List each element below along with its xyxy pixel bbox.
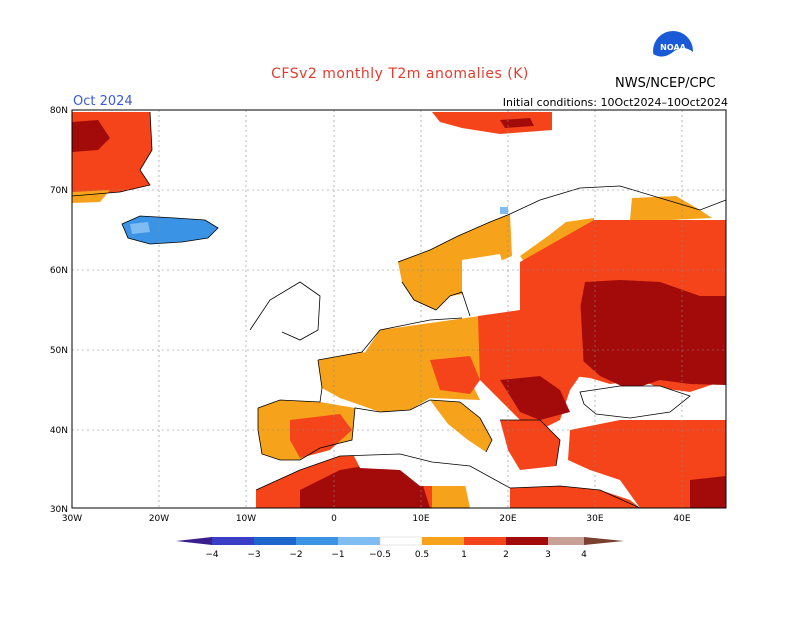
- anomaly-field: [72, 112, 726, 508]
- colorbar-label: 3: [545, 550, 551, 560]
- colorbar-label: −3: [247, 550, 260, 560]
- lat-tick-80n: 80N: [50, 106, 68, 116]
- lat-ticks: 80N 70N 60N 50N 40N 30N: [50, 106, 68, 515]
- colorbar: −4 −3 −2 −1 −0.5 0.5 1 2 3 4: [176, 536, 624, 560]
- colorbar-label: 1: [461, 550, 467, 560]
- colorbar-seg-minus4-minus3: [212, 537, 254, 545]
- colorbar-seg-05-1: [422, 537, 464, 545]
- colorbar-seg-minus1-minus05: [338, 537, 380, 545]
- lat-tick-40n: 40N: [50, 426, 68, 436]
- graticule: [72, 110, 726, 508]
- lon-tick-30e: 30E: [586, 514, 603, 524]
- lon-tick-20w: 20W: [149, 514, 169, 524]
- lon-ticks: 30W 20W 10W 0 10E 20E 30E 40E: [62, 514, 691, 524]
- lon-tick-10e: 10E: [412, 514, 429, 524]
- agency-label: NWS/NCEP/CPC: [615, 76, 716, 91]
- map-title: CFSv2 monthly T2m anomalies (K): [271, 66, 529, 82]
- colorbar-label: −1: [331, 550, 344, 560]
- colorbar-seg-minus2-minus1: [296, 537, 338, 545]
- lon-tick-30w: 30W: [62, 514, 82, 524]
- noaa-logo: NOAA: [652, 30, 694, 72]
- lat-tick-30n: 30N: [50, 505, 68, 515]
- colorbar-seg-1-2: [464, 537, 506, 545]
- colorbar-label: −4: [205, 550, 219, 560]
- colorbar-label: −2: [289, 550, 302, 560]
- colorbar-seg-minus3-minus2: [254, 537, 296, 545]
- lat-tick-70n: 70N: [50, 186, 68, 196]
- colorbar-label: 4: [581, 550, 587, 560]
- colorbar-seg-lt-minus4: [176, 537, 212, 545]
- colorbar-seg-gt-4: [584, 537, 624, 545]
- colorbar-label: −0.5: [369, 550, 391, 560]
- colorbar-seg-3-4: [548, 537, 584, 545]
- map-frame: [71, 109, 727, 509]
- lat-tick-60n: 60N: [50, 266, 68, 276]
- colorbar-seg-neutral: [379, 536, 423, 546]
- colorbar-label: 2: [503, 550, 509, 560]
- lon-tick-20e: 20E: [499, 514, 516, 524]
- colorbar-label: 0.5: [415, 550, 429, 560]
- coastlines: [72, 111, 726, 508]
- lon-tick-0: 0: [331, 514, 337, 524]
- colorbar-seg-2-3: [506, 537, 548, 545]
- initial-conditions: Initial conditions: 10Oct2024–10Oct2024: [502, 96, 728, 109]
- lon-tick-40e: 40E: [673, 514, 690, 524]
- lon-tick-10w: 10W: [236, 514, 256, 524]
- svg-text:NOAA: NOAA: [660, 43, 686, 52]
- forecast-month: Oct 2024: [73, 94, 133, 109]
- lat-tick-50n: 50N: [50, 346, 68, 356]
